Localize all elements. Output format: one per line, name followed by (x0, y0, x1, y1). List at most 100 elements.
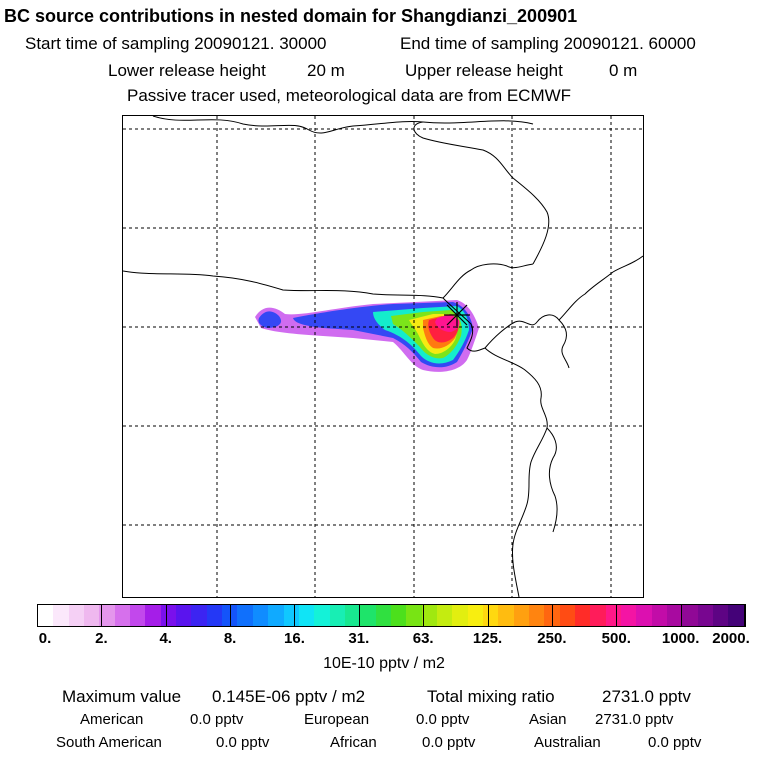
start-time-label: Start time of sampling 20090121. 30000 (25, 34, 327, 53)
colorbar-tick-mark (358, 604, 360, 627)
total-mixing-label: Total mixing ratio (427, 687, 555, 706)
max-value-label: Maximum value (62, 687, 182, 706)
colorbar-tick-mark (230, 604, 232, 627)
source-value: 0.0 pptv (648, 734, 702, 751)
colorbar-tick-mark (101, 604, 103, 627)
colorbar-cell (406, 605, 422, 626)
colorbar-cell (498, 605, 514, 626)
colorbar-cell (390, 605, 407, 626)
source-value: 0.0 pptv (216, 734, 270, 751)
colorbar-cell (667, 605, 683, 626)
colorbar-tick-label: 8. (223, 630, 237, 647)
tracer-note: Passive tracer used, meteorological data… (127, 86, 572, 105)
upper-release-value: 0 m (609, 61, 638, 80)
map-svg (122, 115, 644, 598)
colorbar-tick-mark (745, 604, 746, 627)
colorbar-cell (467, 605, 483, 626)
colorbar-cell (237, 605, 253, 626)
colorbar-tick-mark (423, 604, 425, 627)
colorbar-tick-label: 31. (348, 630, 370, 647)
colorbar-cell (436, 605, 453, 626)
colorbar-units: 10E-10 pptv / m2 (323, 655, 445, 672)
end-time-label: End time of sampling 20090121. 60000 (400, 34, 696, 53)
coastlines (122, 115, 644, 598)
colorbar-tick-label: 125. (472, 630, 503, 647)
colorbar (37, 604, 745, 627)
colorbar-cell (314, 605, 330, 626)
source-name: European (304, 711, 370, 728)
colorbar-cell (84, 605, 100, 626)
source-name: Asian (529, 711, 567, 728)
colorbar-tick-label: 250. (537, 630, 567, 647)
colorbar-cell (252, 605, 269, 626)
colorbar-cell (176, 605, 192, 626)
colorbar-cell (697, 605, 714, 626)
colorbar-cell (99, 605, 115, 626)
source-name: African (330, 734, 377, 751)
colorbar-tick-mark (165, 604, 167, 627)
colorbar-tick-label: 500. (601, 630, 631, 647)
upper-release-label: Upper release height (405, 61, 563, 80)
colorbar-cell (728, 605, 744, 626)
source-value: 0.0 pptv (416, 711, 470, 728)
plume (255, 300, 479, 372)
colorbar-cell (651, 605, 668, 626)
source-name: American (80, 711, 144, 728)
colorbar-cell (590, 605, 606, 626)
colorbar-tick-mark (294, 604, 296, 627)
colorbar-cell (713, 605, 729, 626)
map-panel (122, 115, 644, 598)
lower-release-value: 20 m (307, 61, 345, 80)
colorbar-cell (222, 605, 238, 626)
colorbar-cell (206, 605, 223, 626)
colorbar-cell (682, 605, 698, 626)
colorbar-tick-mark (37, 604, 38, 627)
colorbar-tick-label: 1000. (661, 630, 700, 647)
colorbar-cell (513, 605, 529, 626)
colorbar-cell (621, 605, 637, 626)
colorbar-cell (68, 605, 85, 626)
colorbar-cell (529, 605, 545, 626)
colorbar-tick-mark (551, 604, 553, 627)
colorbar-cell (160, 605, 177, 626)
colorbar-cell (575, 605, 591, 626)
source-value: 0.0 pptv (422, 734, 476, 751)
colorbar-tick-label: 63. (412, 630, 434, 647)
colorbar-cell (360, 605, 376, 626)
colorbar-tick-label: 2000. (712, 630, 750, 647)
chart-title: BC source contributions in nested domain… (4, 6, 578, 26)
colorbar-cell (53, 605, 69, 626)
colorbar-cell (482, 605, 499, 626)
colorbar-cell (145, 605, 161, 626)
colorbar-cell (421, 605, 437, 626)
lower-release-label: Lower release height (108, 61, 266, 80)
colorbar-cell (114, 605, 131, 626)
colorbar-tick-label: 4. (159, 630, 172, 647)
colorbar-tick-label: 0. (38, 630, 52, 647)
colorbar-tick-mark (616, 604, 618, 627)
colorbar-cell (344, 605, 361, 626)
colorbar-tick-mark (680, 604, 682, 627)
colorbar-cell (605, 605, 622, 626)
source-value: 2731.0 pptv (595, 711, 674, 728)
colorbar-cell (329, 605, 345, 626)
source-name: Australian (534, 734, 601, 751)
receptor-star-marker (444, 302, 470, 328)
colorbar-cell (191, 605, 207, 626)
colorbar-cell (38, 605, 54, 626)
source-name: South American (56, 734, 162, 751)
colorbar-cell (268, 605, 284, 626)
colorbar-tick-mark (487, 604, 489, 627)
colorbar-cell (559, 605, 576, 626)
colorbar-tick-label: 16. (284, 630, 305, 647)
colorbar-cell (636, 605, 652, 626)
colorbar-tick-label: 2. (95, 630, 108, 647)
source-value: 0.0 pptv (190, 711, 244, 728)
grid-lines (123, 116, 643, 597)
colorbar-cell (375, 605, 391, 626)
total-mixing-value: 2731.0 pptv (602, 687, 691, 706)
max-value: 0.145E-06 pptv / m2 (212, 687, 366, 706)
colorbar-cell (298, 605, 315, 626)
colorbar-cell (130, 605, 146, 626)
colorbar-cell (452, 605, 468, 626)
